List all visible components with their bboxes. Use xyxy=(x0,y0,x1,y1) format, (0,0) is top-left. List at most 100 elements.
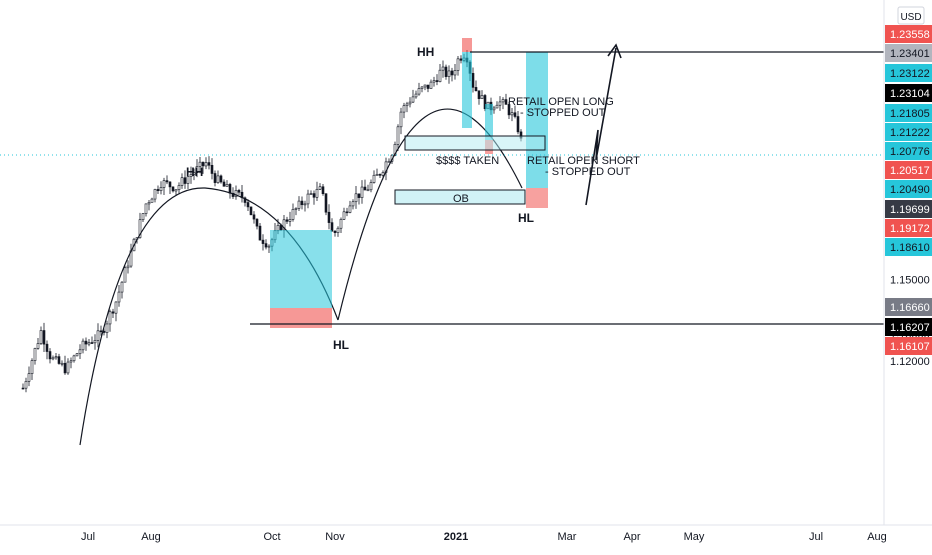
candle xyxy=(288,211,292,227)
candle xyxy=(438,63,442,83)
candle xyxy=(144,203,148,217)
candle xyxy=(375,168,379,176)
candle xyxy=(426,84,430,93)
candle xyxy=(309,190,313,195)
order-block-box xyxy=(394,189,526,205)
price-badge-label: 1.20517 xyxy=(890,165,930,177)
candle xyxy=(378,173,382,178)
candle xyxy=(48,348,52,364)
candle xyxy=(414,90,418,99)
hl-right-label: HL xyxy=(518,211,534,225)
candle xyxy=(291,203,295,222)
candle xyxy=(96,323,100,348)
candle xyxy=(147,199,151,211)
candle xyxy=(171,186,175,193)
price-badge: 1.19172 xyxy=(885,219,932,237)
candle xyxy=(21,383,25,390)
candle xyxy=(261,234,265,251)
short-profit-zone xyxy=(462,52,472,128)
candle xyxy=(354,185,358,209)
candle xyxy=(498,96,502,111)
candle xyxy=(156,185,160,195)
candle xyxy=(246,199,250,212)
time-tick-label: Oct xyxy=(263,531,280,543)
candle xyxy=(348,200,352,214)
candle xyxy=(36,338,40,350)
candle xyxy=(336,226,340,237)
candle xyxy=(75,353,79,357)
candle xyxy=(81,338,85,354)
candle xyxy=(27,366,31,387)
candle xyxy=(411,89,415,103)
candle xyxy=(300,196,304,210)
candle xyxy=(423,84,427,91)
candle xyxy=(252,211,256,224)
candle xyxy=(99,325,103,336)
candle xyxy=(258,222,262,241)
small-profit-zone xyxy=(485,104,493,140)
candle xyxy=(225,180,229,187)
price-badge: 1.23122 xyxy=(885,64,932,82)
candle xyxy=(306,189,310,209)
stopped-long-label: - STOPPED OUT xyxy=(520,107,606,119)
candle xyxy=(90,336,94,344)
retail-long-label: RETAIL OPEN LONG xyxy=(508,96,614,108)
candle xyxy=(72,354,76,363)
candle xyxy=(453,64,457,80)
drawings-layer: HH HH HL HL RETAIL OPEN LONG - STOPPED O… xyxy=(0,38,884,446)
time-tick-label: Apr xyxy=(623,531,640,543)
candle xyxy=(177,182,181,195)
candle xyxy=(510,107,514,122)
candle xyxy=(501,97,505,110)
candle xyxy=(84,337,88,351)
candle xyxy=(366,184,370,192)
candle xyxy=(87,338,91,347)
candle xyxy=(78,344,82,359)
hl-left-label: HL xyxy=(333,338,349,352)
candle xyxy=(39,326,43,345)
candle xyxy=(204,157,208,170)
price-badge-label: 1.20490 xyxy=(890,184,930,196)
price-badge: 1.16107 xyxy=(885,337,932,355)
candle xyxy=(480,90,484,99)
candle xyxy=(165,175,169,185)
candle xyxy=(207,156,211,170)
time-axis[interactable]: Jul Aug Oct Nov 2021 Mar Apr May Jul Aug xyxy=(81,531,887,543)
candle xyxy=(126,260,130,274)
buy-profit-zone xyxy=(270,230,332,308)
time-tick-label: Aug xyxy=(141,531,161,543)
candle xyxy=(186,169,190,190)
candle xyxy=(30,358,34,381)
price-badge-label: 1.23401 xyxy=(890,48,930,60)
price-badge: 1.16207 xyxy=(885,318,932,336)
candle xyxy=(450,67,454,82)
price-badge-label: 1.19172 xyxy=(890,223,930,235)
candle xyxy=(477,90,481,105)
price-axis[interactable]: 1.170001.150001.140001.130001.120001.235… xyxy=(885,25,932,368)
projection-arrowhead xyxy=(607,43,622,59)
candle xyxy=(342,207,346,221)
price-badge-label: 1.23558 xyxy=(890,29,930,41)
price-badge-label: 1.16660 xyxy=(890,302,930,314)
currency-button[interactable]: USD xyxy=(897,6,925,25)
candle xyxy=(318,183,322,190)
candle xyxy=(264,239,268,250)
candle-series xyxy=(21,50,523,393)
candle xyxy=(168,181,172,195)
candle xyxy=(333,229,337,237)
time-tick-label: Jul xyxy=(809,531,823,543)
candle xyxy=(513,105,517,119)
candle xyxy=(432,76,436,87)
candle xyxy=(57,353,61,365)
time-tick-label: 2021 xyxy=(444,531,468,543)
price-badge: 1.20490 xyxy=(885,180,932,198)
candle xyxy=(345,207,349,217)
candle xyxy=(42,322,46,353)
candle xyxy=(192,168,196,181)
candle xyxy=(180,173,184,189)
price-badge-label: 1.23122 xyxy=(890,68,930,80)
candle xyxy=(507,101,511,119)
candle xyxy=(441,60,445,78)
